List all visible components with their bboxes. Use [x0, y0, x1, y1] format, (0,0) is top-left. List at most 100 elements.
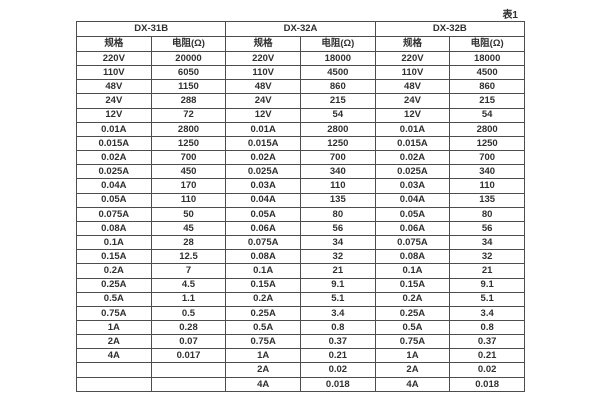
spec-cell: 0.025A	[225, 164, 301, 180]
resistance-cell: 215	[449, 93, 525, 109]
spec-cell: 0.06A	[374, 220, 451, 237]
resistance-cell: 34	[449, 235, 525, 251]
spec-cell: 48V	[76, 79, 152, 95]
resistance-cell: 1250	[299, 135, 376, 152]
spec-cell: 0.03A	[374, 178, 451, 194]
resistance-cell: 5.1	[449, 291, 525, 307]
spec-cell: 0.5A	[76, 291, 152, 307]
resistance-cell: 32	[449, 249, 525, 265]
spec-cell: 220V	[225, 50, 301, 67]
table-row: 48V 1150 48V 860 48V 860	[76, 79, 525, 95]
group-header-row: DX-31B DX-32A DX-32B	[75, 21, 525, 37]
resistance-cell: 288	[150, 93, 227, 109]
table-row: 4A 0.017 1A 0.21 1A 0.21	[76, 348, 525, 364]
table-row: 0.15A 12.5 0.08A 32 0.08A 32	[76, 249, 525, 265]
resistance-cell: 450	[150, 164, 227, 180]
group-title-dx32b: DX-32B	[374, 21, 525, 37]
resistance-cell: 0.017	[150, 348, 227, 364]
spec-cell: 4A	[374, 376, 451, 393]
spec-cell: 110V	[76, 65, 152, 81]
spec-column-header: 规格	[374, 36, 451, 52]
spec-cell: 0.015A	[76, 135, 152, 152]
spec-cell: 110V	[374, 65, 451, 81]
resistance-cell: 2800	[150, 121, 227, 137]
resistance-cell: 32	[299, 249, 376, 265]
resistance-cell: 215	[299, 93, 376, 109]
table-caption: 表1	[502, 10, 518, 21]
resistance-cell: 3.4	[449, 305, 525, 321]
resistance-cell: 0.018	[299, 376, 376, 393]
resistance-cell: 0.07	[150, 334, 227, 350]
resistance-cell: 135	[449, 192, 525, 208]
spec-cell: 0.2A	[374, 291, 451, 307]
spec-cell: 0.25A	[225, 305, 301, 321]
table-row: 220V 20000 220V 18000 220V 18000	[76, 50, 525, 67]
table-row: 110V 6050 110V 4500 110V 4500	[76, 65, 525, 81]
spec-cell	[76, 362, 152, 378]
resistance-cell: 21	[449, 263, 525, 279]
resistance-cell: 0.37	[299, 334, 376, 350]
resistance-cell: 135	[299, 192, 376, 208]
spec-cell: 0.08A	[374, 249, 451, 265]
spec-cell: 2A	[225, 362, 301, 378]
table-row: 0.015A 1250 0.015A 1250 0.015A 1250	[76, 135, 525, 152]
resistance-cell: 20000	[150, 50, 227, 67]
spec-cell: 0.01A	[374, 121, 451, 137]
resistance-cell: 1250	[449, 135, 525, 152]
spec-cell: 0.1A	[225, 263, 301, 279]
resistance-cell: 4500	[449, 65, 525, 81]
table-row: 1A 0.28 0.5A 0.8 0.5A 0.8	[76, 319, 525, 336]
resistance-cell: 0.02	[449, 362, 525, 378]
spec-cell: 0.075A	[374, 235, 451, 251]
spec-table: DX-31B DX-32A DX-32B 规格 电阻(Ω) 规格 电阻(Ω) 规…	[75, 21, 525, 393]
spec-cell: 0.75A	[374, 334, 451, 350]
table-row: 4A 0.018 4A 0.018	[76, 376, 525, 393]
spec-cell: 4A	[225, 376, 301, 393]
spec-cell: 0.015A	[374, 135, 451, 152]
spec-table-body: 220V 20000 220V 18000 220V 18000 110V 6050 110V 4…	[76, 50, 525, 393]
group-title-dx31b: DX-31B	[75, 21, 227, 37]
resistance-cell: 4500	[299, 65, 376, 81]
spec-cell: 0.75A	[76, 305, 152, 321]
spec-cell: 0.025A	[374, 164, 451, 180]
resistance-cell: 700	[299, 150, 376, 166]
resistance-cell: 0.018	[449, 376, 525, 393]
resistance-cell: 1250	[150, 135, 227, 152]
resistance-cell: 7	[150, 263, 227, 279]
resistance-cell: 1.1	[150, 291, 227, 307]
table-row: 0.04A 170 0.03A 110 0.03A 110	[76, 178, 525, 194]
spec-cell: 24V	[76, 93, 152, 109]
spec-cell: 0.1A	[374, 263, 451, 279]
spec-cell: 12V	[76, 107, 152, 123]
spec-cell	[76, 376, 152, 393]
column-header-row: 规格 电阻(Ω) 规格 电阻(Ω) 规格 电阻(Ω)	[76, 36, 525, 52]
resistance-cell	[150, 376, 227, 393]
spec-cell: 0.5A	[374, 319, 451, 336]
resistance-cell: 340	[299, 164, 376, 180]
table-row: 0.75A 0.5 0.25A 3.4 0.25A 3.4	[76, 305, 525, 321]
spec-cell: 0.08A	[225, 249, 301, 265]
resistance-cell: 12.5	[150, 249, 227, 265]
table-row: 0.02A 700 0.02A 700 0.02A 700	[76, 150, 525, 166]
resistance-cell: 0.5	[150, 305, 227, 321]
spec-cell: 0.05A	[225, 206, 301, 222]
resistance-cell: 54	[299, 107, 376, 123]
resistance-cell: 21	[299, 263, 376, 279]
table-row: 0.01A 2800 0.01A 2800 0.01A 2800	[76, 121, 525, 137]
spec-cell: 0.075A	[225, 235, 301, 251]
resistance-cell: 9.1	[299, 277, 376, 293]
spec-cell: 24V	[374, 93, 451, 109]
spec-cell: 0.02A	[374, 150, 451, 166]
spec-cell: 0.04A	[374, 192, 451, 208]
table-row: 0.5A 1.1 0.2A 5.1 0.2A 5.1	[76, 291, 525, 307]
spec-column-header: 规格	[76, 36, 152, 52]
spec-cell: 4A	[76, 348, 152, 364]
spec-cell: 0.05A	[374, 206, 451, 222]
resistance-cell: 72	[150, 107, 227, 123]
resistance-cell: 110	[299, 178, 376, 194]
resistance-cell: 0.28	[150, 319, 227, 336]
spec-cell: 24V	[225, 93, 301, 109]
spec-cell: 0.025A	[76, 164, 152, 180]
spec-cell: 0.03A	[225, 178, 301, 194]
